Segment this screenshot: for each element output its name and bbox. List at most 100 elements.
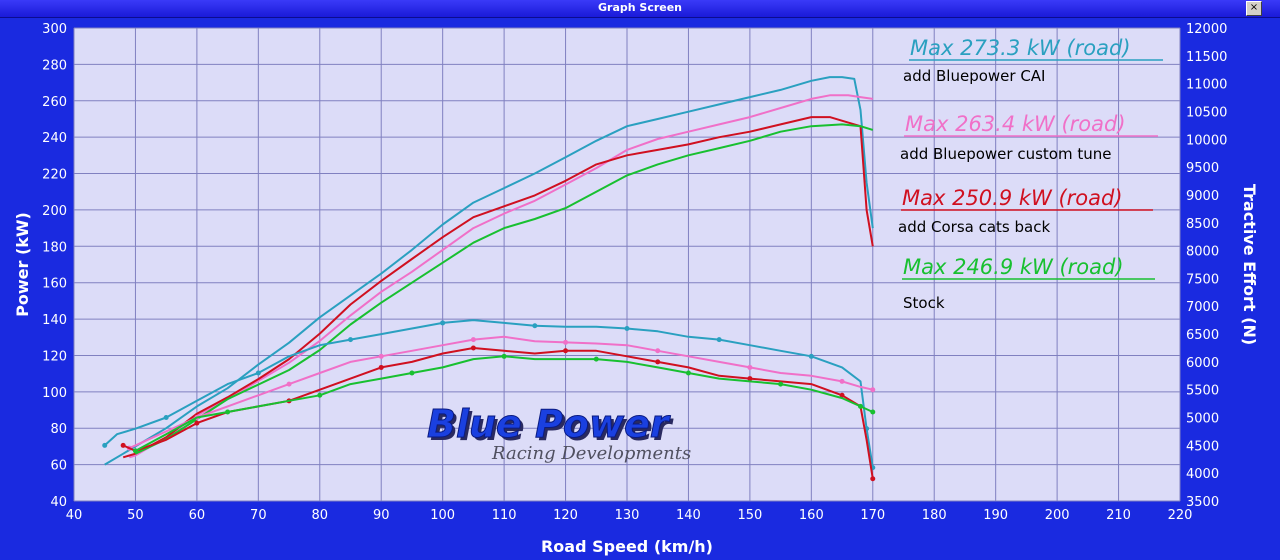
- x-tick-label: 150: [737, 508, 762, 523]
- right-tick-label: 9000: [1186, 189, 1219, 204]
- data-point-cats: [747, 376, 753, 382]
- left-tick-label: 300: [42, 22, 67, 37]
- close-button[interactable]: ×: [1246, 1, 1262, 16]
- series-line-cai-power: [104, 76, 874, 466]
- data-point-tune: [470, 337, 476, 343]
- left-tick-label: 40: [50, 495, 67, 510]
- annotation-max-1: Max 263.4 kW (road): [905, 112, 1126, 136]
- series-line-tune-power: [129, 94, 873, 459]
- data-point-cai: [440, 320, 446, 326]
- right-tick-label: 11500: [1186, 50, 1227, 65]
- x-tick-label: 120: [553, 508, 578, 523]
- left-tick-label: 140: [42, 313, 67, 328]
- right-tick-label: 10000: [1186, 133, 1227, 148]
- left-tick-label: 220: [42, 168, 67, 183]
- x-tick-label: 190: [983, 508, 1008, 523]
- logo-subtitle: Racing Developments: [491, 443, 691, 464]
- annotation-max-2: Max 250.9 kW (road): [902, 186, 1123, 210]
- annotation-max-0: Max 273.3 kW (road): [910, 36, 1131, 60]
- series-line-stock-power: [134, 123, 874, 455]
- x-tick-label: 60: [189, 508, 206, 523]
- x-tick-label: 100: [430, 508, 455, 523]
- data-point-stock: [409, 370, 415, 376]
- data-point-tune: [563, 339, 569, 345]
- data-point-stock: [685, 370, 691, 376]
- data-point-stock: [778, 381, 784, 387]
- data-point-stock: [225, 409, 231, 415]
- left-tick-label: 160: [42, 277, 67, 292]
- window-title: Graph Screen: [597, 1, 683, 14]
- right-tick-label: 4500: [1186, 439, 1219, 454]
- right-axis-ticks: 3500 4000 4500 5000 5500 6000 6500 7000 7500 8000…: [1186, 22, 1227, 510]
- data-point-tune: [839, 378, 845, 384]
- annotations: Max 273.3 kW (road) add Bluepower CAI Max …: [898, 36, 1163, 312]
- data-point-cai: [716, 337, 722, 343]
- x-tick-label: 140: [676, 508, 701, 523]
- left-axis-label: Power (kW): [13, 212, 32, 317]
- data-point-tune: [870, 387, 876, 393]
- x-tick-label: 160: [799, 508, 824, 523]
- title-bar: Graph Screen ×: [0, 0, 1280, 18]
- data-point-cats: [839, 392, 845, 398]
- x-tick-label: 210: [1106, 508, 1131, 523]
- right-tick-label: 5000: [1186, 412, 1219, 427]
- left-tick-label: 260: [42, 95, 67, 110]
- right-tick-label: 7000: [1186, 300, 1219, 315]
- x-tick-label: 50: [127, 508, 144, 523]
- grid-lines: [73, 27, 1181, 502]
- right-tick-label: 9500: [1186, 161, 1219, 176]
- x-tick-label: 130: [615, 508, 640, 523]
- series-line-stock-tractive: [134, 355, 874, 452]
- data-point-cats: [378, 364, 384, 370]
- right-tick-label: 5500: [1186, 384, 1219, 399]
- data-point-stock: [593, 356, 599, 362]
- logo-text: Blue Power: [427, 402, 671, 446]
- data-point-tune: [286, 381, 292, 387]
- data-point-tune: [655, 348, 661, 354]
- x-tick-label: 80: [312, 508, 329, 523]
- x-tick-label: 220: [1168, 508, 1193, 523]
- right-tick-label: 3500: [1186, 495, 1219, 510]
- right-tick-label: 8500: [1186, 217, 1219, 232]
- x-tick-label: 40: [66, 508, 83, 523]
- data-point-cats: [470, 345, 476, 351]
- data-point-cats: [563, 348, 569, 354]
- right-tick-label: 6500: [1186, 328, 1219, 343]
- x-axis-ticks: 40 50 60 70 80 90 100 110 120 130 140 150 160 170 180 1…: [66, 508, 1193, 523]
- data-point-cai: [102, 442, 108, 448]
- series-line-cats-power: [122, 116, 874, 459]
- right-tick-label: 11000: [1186, 78, 1227, 93]
- x-axis-label: Road Speed (km/h): [541, 537, 713, 556]
- data-point-cai: [624, 325, 630, 331]
- x-tick-label: 200: [1045, 508, 1070, 523]
- data-point-cats: [870, 476, 876, 482]
- right-tick-label: 8000: [1186, 245, 1219, 260]
- x-tick-label: 70: [250, 508, 267, 523]
- data-point-cats: [655, 359, 661, 365]
- data-point-cai: [348, 337, 353, 343]
- left-tick-label: 240: [42, 131, 67, 146]
- right-tick-label: 4000: [1186, 467, 1219, 482]
- x-tick-label: 180: [922, 508, 947, 523]
- series-layer: [102, 76, 876, 482]
- left-axis-ticks: 40 60 80 100 120 140 160 180 200 220 240 260 280 300: [42, 22, 67, 510]
- data-point-tune: [747, 364, 753, 370]
- x-tick-label: 170: [860, 508, 885, 523]
- annotation-max-3: Max 246.9 kW (road): [903, 255, 1124, 279]
- data-point-stock: [132, 448, 138, 454]
- right-tick-label: 10500: [1186, 105, 1227, 120]
- left-tick-label: 200: [42, 204, 67, 219]
- annotation-note-0: add Bluepower CAI: [903, 67, 1046, 85]
- right-tick-label: 6000: [1186, 356, 1219, 371]
- series-line-cai-tractive: [104, 319, 874, 468]
- blue-power-logo: Blue Power Blue Power Racing Development…: [427, 402, 692, 465]
- logo-shadow: Blue Power: [430, 405, 674, 449]
- data-point-cai: [808, 353, 814, 359]
- data-point-cai: [163, 415, 169, 421]
- data-point-cats: [194, 420, 200, 426]
- left-tick-label: 60: [50, 459, 67, 474]
- series-line-tune-tractive: [128, 335, 874, 450]
- data-point-tune: [378, 353, 384, 359]
